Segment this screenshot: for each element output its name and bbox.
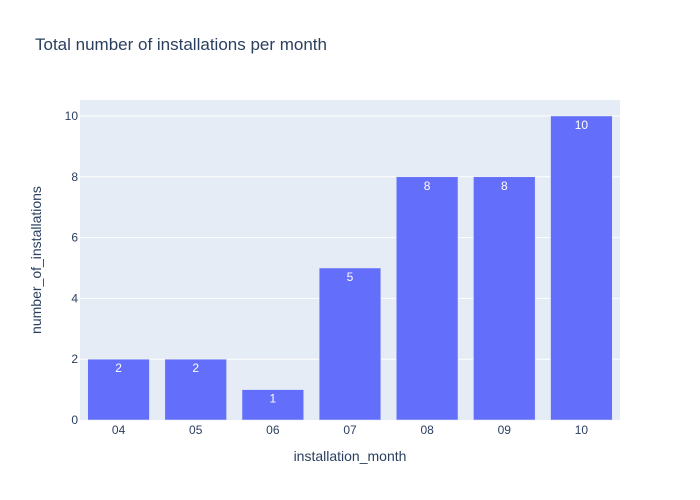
- x-tick-label: 09: [498, 423, 512, 437]
- x-tick-label: 08: [420, 423, 434, 437]
- data-labels: 2 2 1 5 8 8 10: [115, 118, 588, 406]
- chart-title: Total number of installations per month: [35, 35, 327, 54]
- y-tick-label: 8: [71, 170, 78, 184]
- y-axis-ticks: 0 2 4 6 8 10: [65, 109, 79, 427]
- data-label-09: 8: [501, 179, 508, 193]
- bars: [87, 115, 613, 421]
- x-axis-ticks: 04 05 06 07 08 09 10: [112, 423, 589, 437]
- y-tick-label: 10: [65, 109, 79, 123]
- x-axis-title: installation_month: [294, 448, 407, 464]
- x-tick-label: 04: [112, 423, 126, 437]
- y-tick-label: 4: [71, 291, 78, 305]
- x-tick-label: 06: [266, 423, 280, 437]
- bar-04: [87, 358, 150, 421]
- y-tick-label: 6: [71, 231, 78, 245]
- data-label-07: 5: [347, 270, 354, 284]
- bar-10: [550, 115, 613, 421]
- data-label-06: 1: [270, 392, 277, 406]
- bar-08: [396, 176, 459, 421]
- y-axis-title: number_of_installations: [28, 186, 44, 334]
- bar-05: [164, 358, 227, 421]
- y-tick-label: 2: [71, 352, 78, 366]
- data-label-05: 2: [192, 361, 199, 375]
- bar-07: [318, 267, 382, 421]
- x-tick-label: 07: [343, 423, 357, 437]
- y-tick-label: 0: [71, 413, 78, 427]
- data-label-08: 8: [424, 179, 431, 193]
- x-tick-label: 05: [189, 423, 203, 437]
- data-label-04: 2: [115, 361, 122, 375]
- bar-06: [241, 389, 304, 421]
- x-tick-label: 10: [575, 423, 589, 437]
- data-label-10: 10: [575, 118, 589, 132]
- bar-09: [473, 176, 536, 421]
